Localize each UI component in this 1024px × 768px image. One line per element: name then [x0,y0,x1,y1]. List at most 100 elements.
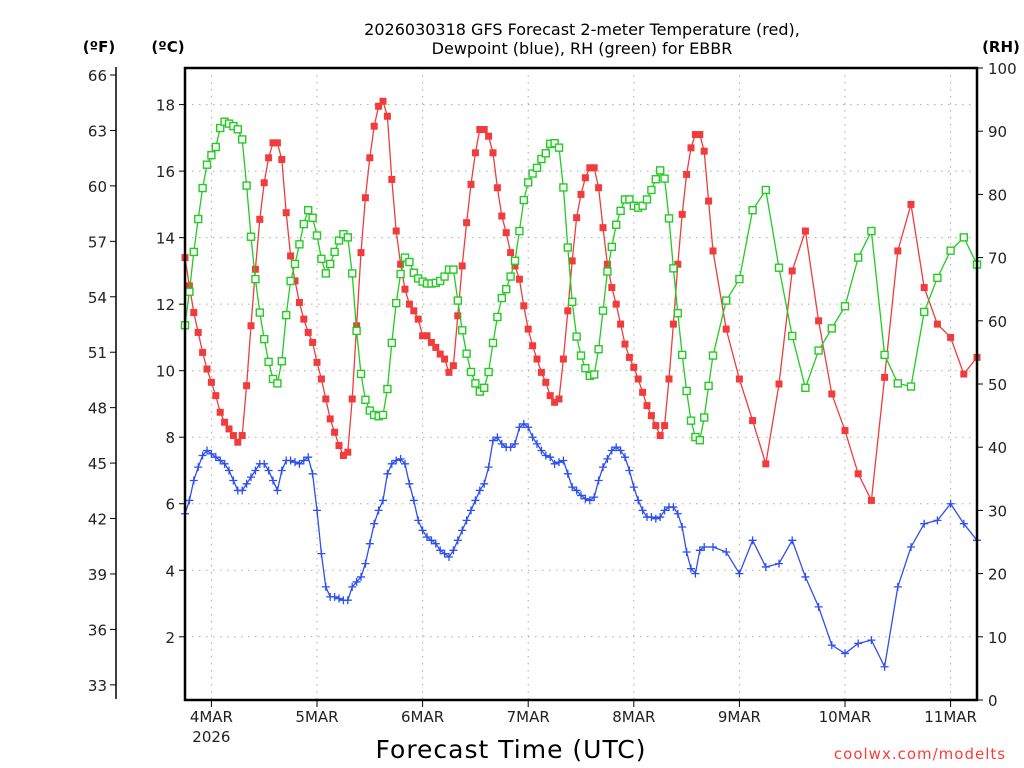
temperature-point [370,122,378,130]
celsius-tick-label: 8 [165,429,175,447]
rh-point [541,149,550,158]
rh-tick-label: 20 [988,566,1007,584]
temperature-point [907,200,915,208]
rh-point [660,174,669,183]
temperature-point [555,395,563,403]
temperature-point [625,353,633,361]
temperature-point [537,368,545,376]
dewpoint-point [462,516,471,525]
dewpoint-point [854,639,863,648]
dewpoint-point [801,572,810,581]
temperature-point [282,209,290,217]
temperature-point [383,112,391,120]
temperature-point [815,317,823,325]
dewpoint-point [277,466,286,475]
temperature-point [467,180,475,188]
temperature-point [260,179,268,187]
dewpoint-point [343,596,352,605]
dewpoint-point [629,483,638,492]
temperature-point [687,144,695,152]
temperature-point [678,210,686,218]
temperature-point [735,375,743,383]
temperature-point [436,350,444,358]
dewpoint-point [207,449,216,458]
rh-point [207,151,216,160]
rh-point [356,369,366,379]
series-line [184,99,978,503]
x-axis-label: Forecast Time (UTC) [376,735,647,764]
dewpoint-point [585,496,594,505]
dewpoint-point [550,459,559,468]
dewpoint-point [621,453,629,462]
dewpoint-point [563,469,572,478]
rh-point [647,185,656,195]
temperature-point [265,154,273,162]
temperature-point [278,155,286,163]
rh-point [704,381,713,391]
rh-point [233,125,243,134]
rh-point [673,309,682,318]
fahrenheit-tick-label: 45 [88,455,107,473]
data-series [180,97,982,671]
dewpoint-point [581,494,590,503]
temperature-point [573,214,581,222]
temperature-point [190,308,198,316]
dewpoint-point [189,476,198,485]
rh-tick-label: 0 [988,692,998,710]
dewpoint-point [225,466,233,475]
x-tick-label: 7MAR [507,708,550,726]
temperature-point [652,422,660,430]
rh-tick-label: 30 [988,502,1007,520]
dewpoint-point [594,476,603,485]
rh-point [198,183,207,193]
temperature-point [590,164,598,172]
x-tick-sublabel: 2026 [192,728,230,746]
temperature-point [674,260,682,268]
fahrenheit-tick-label: 60 [88,178,107,196]
temperature-point [216,408,224,416]
fahrenheit-tick-label: 51 [88,344,107,362]
temperature-point [947,333,955,341]
dewpoint-point [907,542,915,551]
temperature-point [546,392,554,400]
rh-tick-label: 10 [988,629,1007,647]
rh-tick-label: 90 [988,123,1007,141]
chart-title-line2: Dewpoint (blue), RH (green) for EBBR [432,39,733,58]
rh-point [317,254,326,264]
fahrenheit-tick-label: 57 [88,233,107,251]
rh-point [277,357,286,366]
dewpoint-point [286,456,295,465]
temperature-point [269,139,277,147]
dewpoint-point [603,454,612,463]
rh-tick-label: 50 [988,376,1007,394]
rh-point [409,268,418,277]
dewpoint-point [352,577,361,586]
temperature-point [480,126,488,134]
temperature-point [586,164,594,172]
dewpoint-point [348,582,357,591]
rh-point [625,195,634,204]
temperature-point [621,340,629,348]
dewpoint-point [229,476,238,485]
rh-point [392,298,401,308]
temperature-point [722,325,730,333]
temperature-point [199,348,207,356]
rh-point [260,334,269,344]
rh-point [867,226,876,236]
temperature-point [665,375,673,383]
temperature-point [489,149,497,157]
dewpoint-point [599,463,607,472]
dewpoint-point [612,443,621,452]
dewpoint-point [445,552,453,561]
dewpoint-point [651,514,660,523]
temperature-point [291,277,299,285]
temperature-point [357,249,365,257]
dewpoint-point [418,526,427,535]
dewpoint-point [480,479,489,488]
temperature-point [933,320,941,328]
temperature-point [709,247,717,255]
temperature-point [194,328,202,336]
rh-point [295,240,304,249]
temperature-point [493,184,501,192]
